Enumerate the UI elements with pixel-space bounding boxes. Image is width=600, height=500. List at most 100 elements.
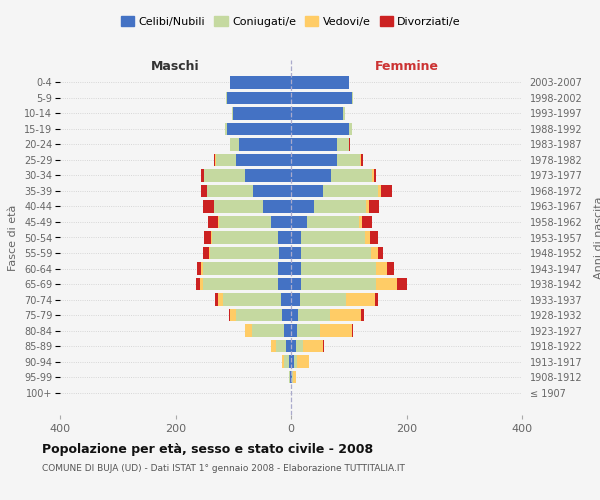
Bar <box>203 200 214 213</box>
Bar <box>289 370 290 384</box>
Bar <box>232 107 233 120</box>
Bar <box>229 308 230 322</box>
Bar <box>291 246 301 260</box>
Bar <box>230 308 236 322</box>
Bar <box>291 278 301 290</box>
Bar <box>233 107 291 120</box>
Bar <box>291 92 352 104</box>
Bar <box>361 308 364 322</box>
Bar <box>281 293 291 306</box>
Bar <box>203 262 278 275</box>
Bar <box>291 169 331 182</box>
Bar <box>291 324 297 337</box>
Bar <box>337 138 349 151</box>
Bar <box>320 324 352 337</box>
Bar <box>375 293 377 306</box>
Bar <box>203 246 209 260</box>
Bar <box>291 308 298 322</box>
Bar <box>301 231 365 244</box>
Bar <box>201 184 206 198</box>
Bar <box>286 340 291 352</box>
Bar <box>298 308 329 322</box>
Bar <box>282 355 284 368</box>
Bar <box>297 324 320 337</box>
Bar <box>352 92 353 104</box>
Bar <box>205 169 245 182</box>
Bar <box>291 216 307 228</box>
Bar <box>271 216 291 228</box>
Text: Maschi: Maschi <box>151 60 200 73</box>
Bar <box>291 340 296 352</box>
Bar <box>239 138 291 151</box>
Bar <box>291 293 299 306</box>
Y-axis label: Fasce di età: Fasce di età <box>8 204 19 270</box>
Bar <box>302 340 323 352</box>
Bar <box>293 370 296 384</box>
Bar <box>329 308 361 322</box>
Bar <box>365 231 370 244</box>
Bar <box>291 262 301 275</box>
Bar <box>230 76 291 89</box>
Bar <box>387 262 394 275</box>
Bar <box>204 231 211 244</box>
Bar <box>291 122 349 136</box>
Bar <box>291 200 314 213</box>
Bar <box>323 340 324 352</box>
Bar <box>212 231 278 244</box>
Text: Femmine: Femmine <box>374 60 439 73</box>
Bar <box>291 231 301 244</box>
Bar <box>360 154 361 166</box>
Y-axis label: Anni di nascita: Anni di nascita <box>593 196 600 279</box>
Bar <box>224 122 227 136</box>
Bar <box>296 340 302 352</box>
Bar <box>280 246 291 260</box>
Bar <box>284 355 289 368</box>
Text: Popolazione per età, sesso e stato civile - 2008: Popolazione per età, sesso e stato civil… <box>42 442 373 456</box>
Bar <box>284 324 291 337</box>
Bar <box>230 138 239 151</box>
Bar <box>362 216 373 228</box>
Bar <box>278 278 291 290</box>
Bar <box>278 231 291 244</box>
Bar <box>197 262 202 275</box>
Bar <box>291 107 343 120</box>
Bar <box>245 169 291 182</box>
Bar <box>370 231 378 244</box>
Bar <box>196 278 200 290</box>
Legend: Celibi/Nubili, Coniugati/e, Vedovi/e, Divorziati/e: Celibi/Nubili, Coniugati/e, Vedovi/e, Di… <box>121 16 461 26</box>
Bar <box>227 122 291 136</box>
Bar <box>207 184 253 198</box>
Bar <box>253 184 291 198</box>
Bar <box>374 169 376 182</box>
Bar <box>208 216 218 228</box>
Bar <box>314 200 366 213</box>
Bar <box>289 355 291 368</box>
Bar <box>349 122 352 136</box>
Bar <box>294 355 298 368</box>
Bar <box>380 184 392 198</box>
Bar <box>369 200 379 213</box>
Bar <box>343 107 345 120</box>
Bar <box>271 340 276 352</box>
Bar <box>301 278 376 290</box>
Bar <box>323 184 377 198</box>
Bar <box>236 308 283 322</box>
Bar <box>276 340 286 352</box>
Bar <box>214 154 215 166</box>
Bar <box>218 293 223 306</box>
Bar <box>299 293 346 306</box>
Bar <box>214 200 263 213</box>
Bar <box>301 262 376 275</box>
Bar <box>216 154 236 166</box>
Bar <box>201 169 204 182</box>
Bar <box>253 324 284 337</box>
Bar <box>352 324 353 337</box>
Bar <box>291 370 292 384</box>
Bar <box>291 154 337 166</box>
Bar <box>359 216 362 228</box>
Bar <box>366 200 369 213</box>
Bar <box>202 262 203 275</box>
Bar <box>226 92 227 104</box>
Bar <box>377 184 380 198</box>
Bar <box>372 169 374 182</box>
